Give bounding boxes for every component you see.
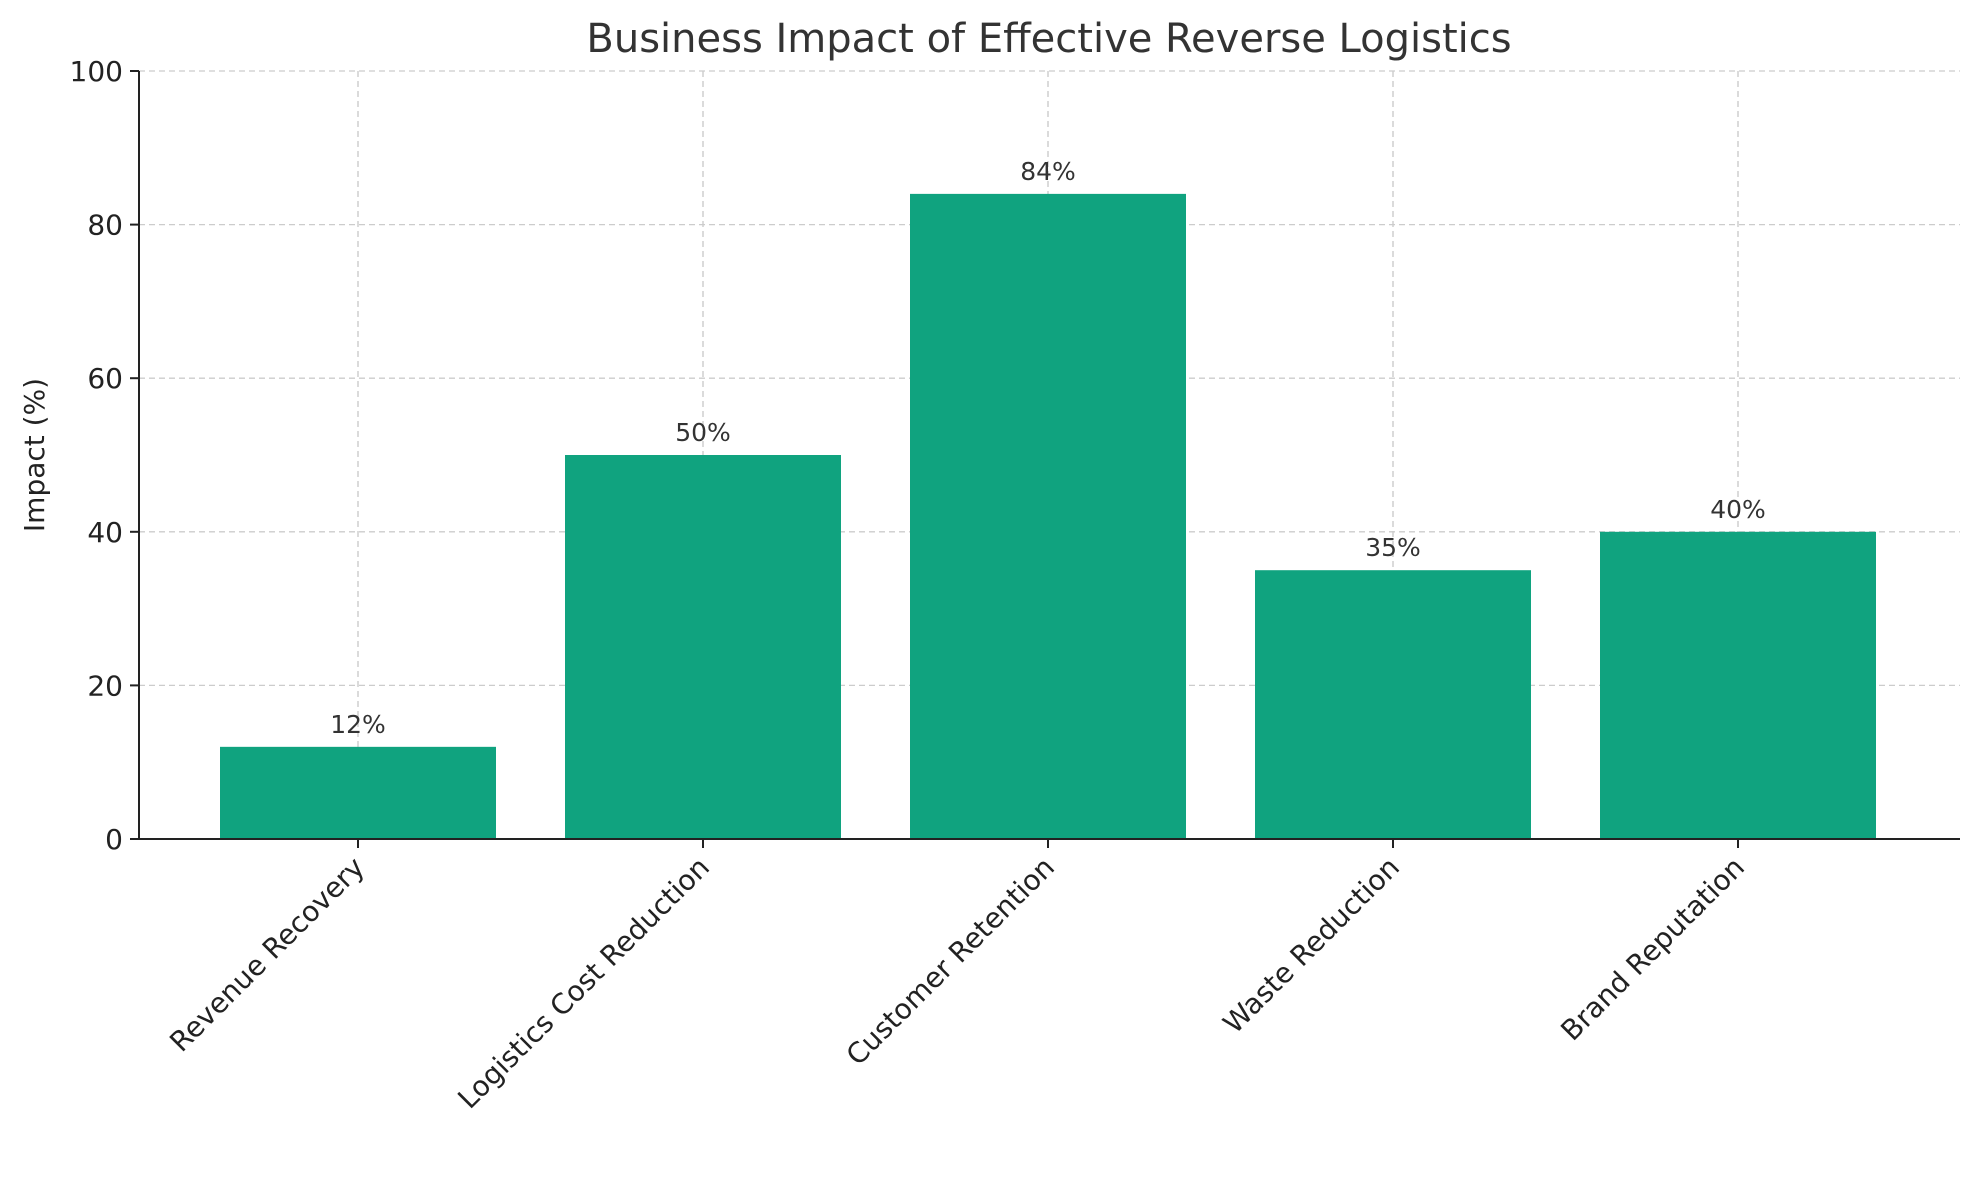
bar-value-label: 50% [675, 418, 731, 447]
data-labels: 12% 50% 84% 35% 40% [330, 157, 1766, 739]
x-tick-label: Customer Retention [840, 851, 1061, 1072]
x-tick-label: Revenue Recovery [163, 851, 371, 1059]
bar-value-label: 35% [1365, 533, 1421, 562]
bar [565, 455, 841, 839]
bar [220, 746, 496, 839]
y-tick-label: 0 [105, 823, 123, 856]
chart-title: Business Impact of Effective Reverse Log… [586, 16, 1511, 62]
bar [1600, 531, 1876, 839]
y-tick-label: 40 [87, 516, 123, 549]
bar-value-label: 84% [1020, 157, 1076, 186]
y-tick-label: 100 [70, 55, 123, 88]
y-tick-label: 80 [87, 209, 123, 242]
bars [220, 193, 1876, 839]
x-tick-label: Brand Reputation [1554, 851, 1751, 1048]
y-axis-label: Impact (%) [18, 378, 51, 532]
y-tick-label: 60 [87, 362, 123, 395]
x-tick-label: Waste Reduction [1217, 851, 1406, 1040]
bar-value-label: 40% [1710, 495, 1766, 524]
bar [1255, 570, 1531, 839]
bar [910, 193, 1186, 839]
y-tick-label: 20 [87, 669, 123, 702]
bar-value-label: 12% [330, 710, 386, 739]
x-tick-label: Logistics Cost Reduction [451, 851, 716, 1116]
